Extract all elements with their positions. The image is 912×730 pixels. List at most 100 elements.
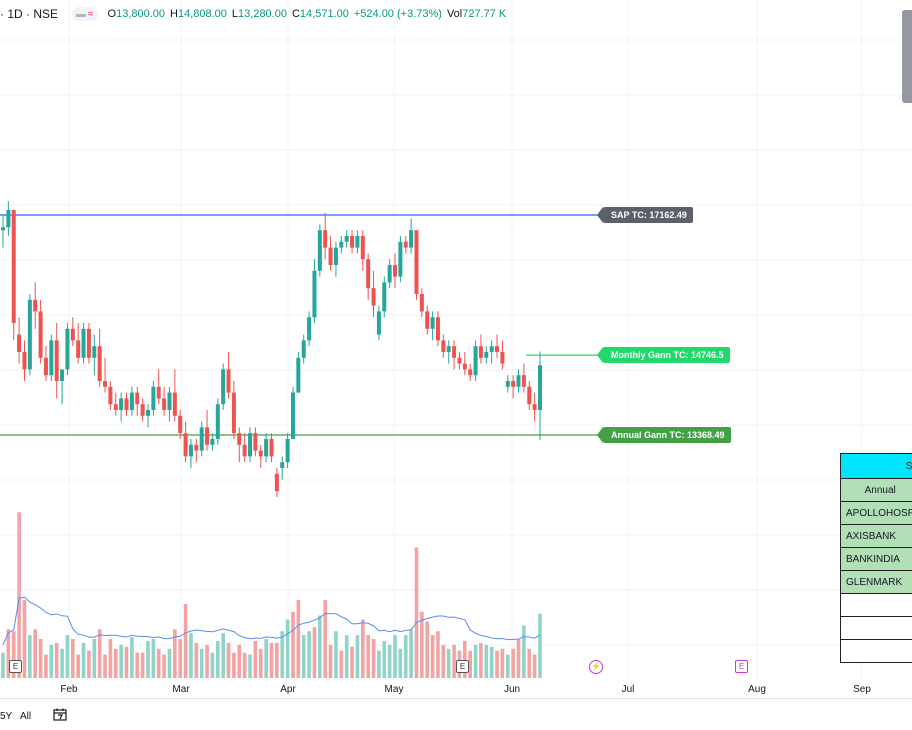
volume-bar (474, 645, 478, 678)
volume-bar (538, 614, 542, 678)
watchlist-row-2[interactable]: AXISBANK (841, 525, 912, 548)
upcoming-earnings-icon[interactable]: E (735, 660, 748, 673)
candle-body (71, 329, 75, 341)
volume-bar (33, 629, 37, 678)
candle-body (307, 317, 311, 340)
volume-bar (135, 653, 139, 678)
volume-bar (60, 649, 64, 678)
volume-bar (152, 639, 156, 678)
volume-bar (259, 649, 263, 678)
volume-bar (146, 641, 150, 678)
candle-body (141, 404, 145, 416)
volume-bar (323, 600, 327, 678)
volume-bar (291, 612, 295, 678)
symbol-label[interactable]: · 1D · NSE (0, 7, 58, 21)
candle-body (87, 329, 91, 358)
candle-body (350, 236, 354, 248)
volume-bar (87, 651, 91, 678)
volume-bar (485, 645, 489, 678)
watchlist-row-4[interactable]: GLENMARK (841, 571, 912, 594)
candle-body (495, 346, 499, 352)
volume-bar (76, 655, 80, 678)
candle-body (28, 300, 32, 370)
volume-bar (23, 600, 27, 678)
volume-bar (205, 645, 209, 678)
candle-body (372, 288, 376, 305)
volume-bar (141, 653, 145, 678)
volume-bar (425, 621, 429, 678)
ohlc-v0: 13,800.00 (116, 8, 165, 20)
candle-body (329, 248, 333, 265)
volume-bar (184, 604, 188, 678)
annual-gann-tc-label[interactable]: Annual Gann TC: 13368.49 (603, 427, 731, 443)
candle-body (506, 381, 510, 387)
tick-mar: Mar (172, 684, 189, 695)
volume-bar (114, 649, 118, 678)
volume-bar (329, 645, 333, 678)
volume-bar (533, 655, 537, 678)
candle-body (339, 242, 343, 248)
volume-bar (237, 645, 241, 678)
indicator-toggle-pill[interactable]: ▬≈ (72, 7, 98, 21)
ohlc-k5: Vol (447, 8, 462, 20)
candle-body (323, 230, 327, 247)
candle-body (517, 375, 521, 387)
candle-body (6, 210, 10, 227)
earnings-event-icon-2[interactable]: E (456, 660, 469, 673)
side-panel-tab[interactable] (902, 10, 912, 103)
range-all-button[interactable]: All (20, 711, 31, 722)
volume-bar (232, 653, 236, 678)
candle-body (409, 230, 413, 247)
volume-bar (404, 635, 408, 678)
volume-bar (442, 645, 446, 678)
monthly-gann-tc-label[interactable]: Monthly Gann TC: 14746.5 (603, 347, 730, 363)
candle-body (114, 404, 118, 410)
candle-body (33, 300, 37, 312)
volume-bar (103, 655, 107, 678)
candle-body (151, 387, 155, 410)
volume-bar (356, 635, 360, 678)
volume-bar (227, 643, 231, 678)
watchlist-row-5 (841, 594, 912, 617)
candle-body (205, 427, 209, 444)
candle-body (522, 375, 526, 387)
tick-apr: Apr (280, 684, 296, 695)
candle-body (334, 248, 338, 265)
volume-bar (345, 635, 349, 678)
price-chart[interactable] (0, 0, 912, 680)
candle-body (302, 340, 306, 357)
candle-body (210, 439, 214, 445)
candle-body (194, 445, 198, 451)
volume-bar (130, 637, 134, 678)
range-5y-button[interactable]: 5Y (0, 711, 12, 722)
volume-bar (517, 639, 521, 678)
volume-bar (55, 643, 59, 678)
volume-bar (221, 633, 225, 678)
volume-bar (125, 647, 129, 678)
time-axis[interactable]: Feb Mar Apr May Jun Jul Aug Sep (0, 680, 912, 698)
volume-bar (377, 651, 381, 678)
candle-body (119, 398, 123, 410)
ohlc-v5: 727.77 K (462, 8, 506, 20)
candle-body (511, 381, 515, 387)
earnings-event-icon[interactable]: E (9, 660, 22, 673)
watchlist-row-1[interactable]: APOLLOHOSP (841, 502, 912, 525)
watchlist-row-7 (841, 640, 912, 663)
volume-bar (195, 643, 199, 678)
candle-body (312, 271, 316, 317)
watchlist-row-3[interactable]: BANKINDIA (841, 548, 912, 571)
volume-bar (431, 635, 435, 678)
sap-tc-label[interactable]: SAP TC: 17162.49 (603, 207, 693, 223)
candle-body (538, 365, 542, 410)
calendar-icon[interactable] (53, 708, 67, 721)
ohlc-v1: 14,808.00 (178, 8, 227, 20)
tick-feb: Feb (60, 684, 77, 695)
volume-bar (313, 627, 317, 678)
candle-body (436, 317, 440, 340)
candle-body (184, 433, 188, 456)
volume-bar (415, 547, 419, 678)
dividend-flash-icon[interactable]: ⚡ (589, 660, 603, 674)
candle-body (92, 346, 96, 358)
candle-body (345, 236, 349, 242)
